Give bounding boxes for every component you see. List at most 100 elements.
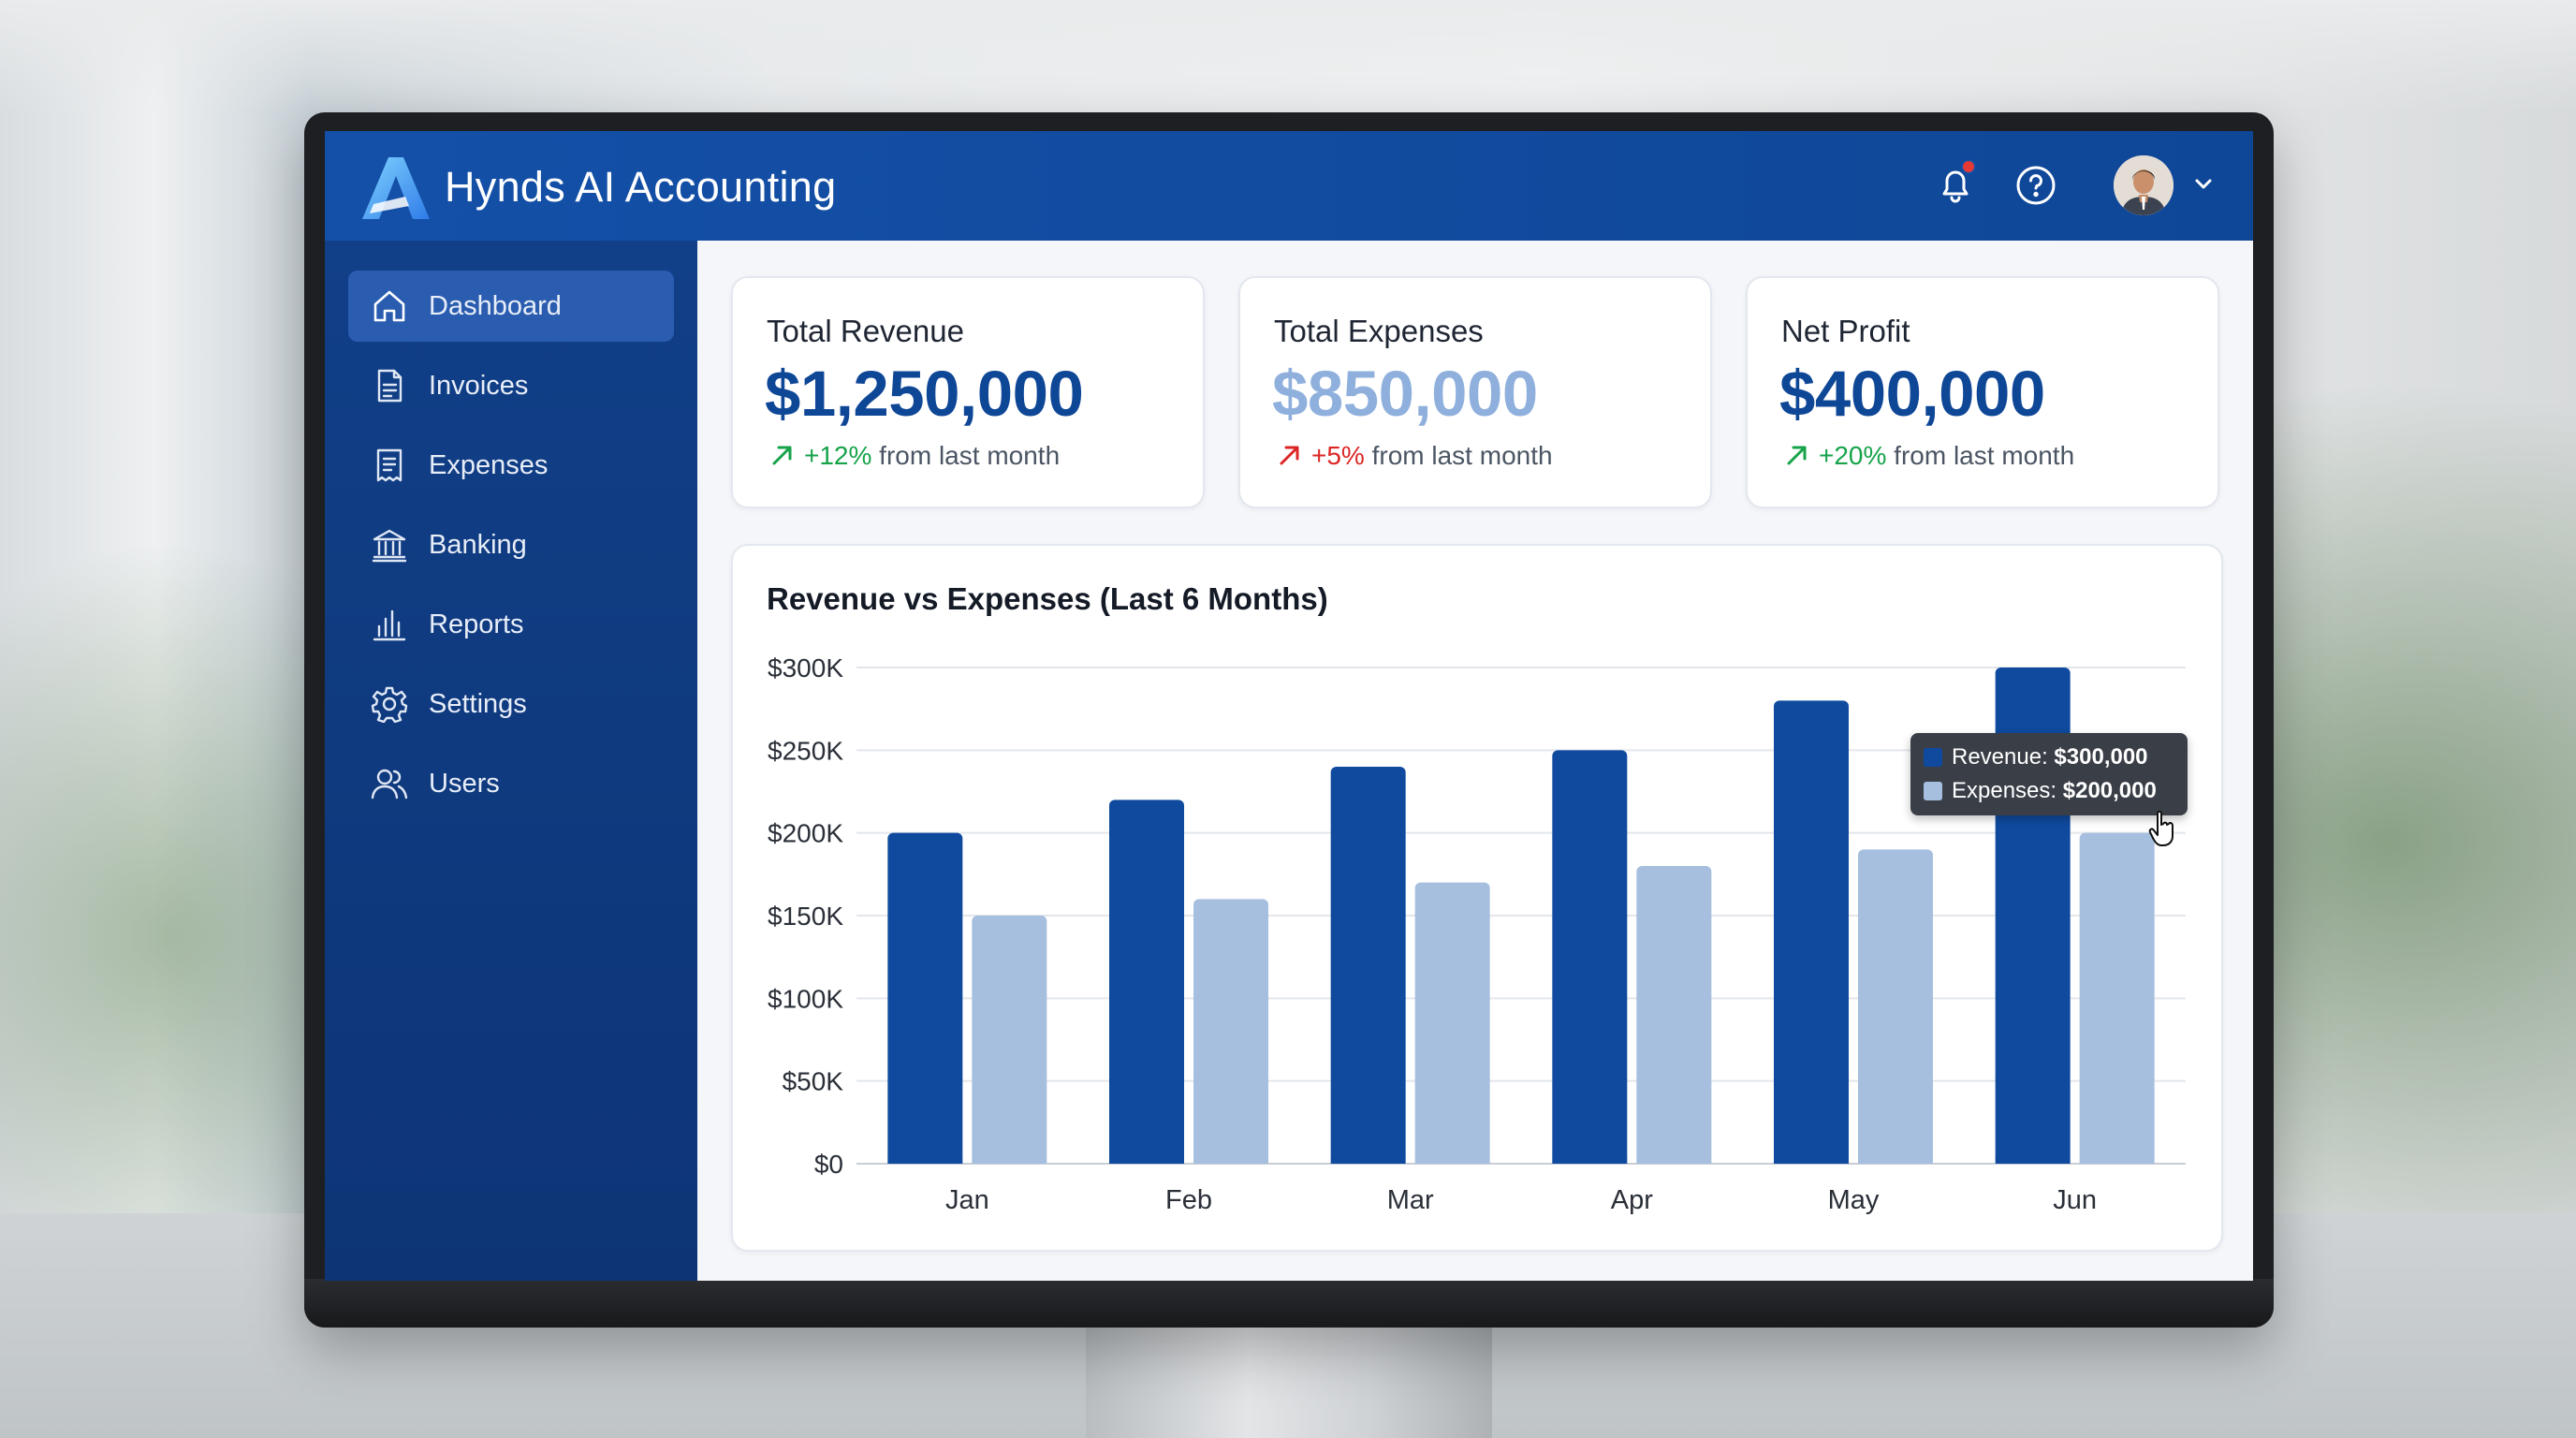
avatar[interactable] [2114, 155, 2174, 215]
bar-expenses-jun [2079, 832, 2155, 1164]
y-tick-label: $50K [783, 1067, 844, 1096]
bar-expenses-may [1858, 849, 1933, 1164]
trend-up-arrow-icon [772, 446, 792, 465]
top-bar: Hynds AI Accounting [325, 131, 2253, 241]
bar-expenses-apr [1636, 866, 1712, 1164]
x-tick-label: Mar [1387, 1185, 1434, 1215]
tooltip-row-revenue: Revenue: $300,000 [1924, 744, 2148, 772]
tooltip-swatch-expenses [1924, 782, 1942, 800]
trend-up-arrow-icon [1280, 446, 1299, 465]
chart-canvas: $0 $50K $100K $150K $200K $250K $300K Jan Feb Mar… [768, 653, 2186, 1215]
kpi-label: Net Profit [1781, 314, 1910, 348]
sidebar-item-label: Invoices [429, 371, 529, 401]
home-icon [373, 290, 405, 322]
bar-revenue-apr [1552, 750, 1628, 1164]
bar-expenses-mar [1414, 882, 1490, 1164]
bank-icon [372, 529, 407, 563]
bar-revenue-may [1774, 700, 1849, 1164]
bar-base [972, 1158, 1047, 1164]
tooltip-label: Revenue: [1952, 744, 2048, 770]
x-tick-label: May [1828, 1185, 1880, 1215]
sidebar-item-settings[interactable]: Settings [348, 668, 674, 740]
kpi-change: +20% [1819, 441, 1887, 470]
kpi-card-net-profit[interactable]: Net Profit $400,000 +20% from last month [1746, 276, 2219, 508]
kpi-change: +12% [804, 441, 872, 470]
bar-base [887, 1158, 963, 1164]
sidebar-item-label: Settings [429, 689, 527, 719]
x-tick-label: Apr [1611, 1185, 1653, 1215]
y-tick-label: $250K [768, 736, 843, 765]
sidebar-item-reports[interactable]: Reports [348, 589, 674, 660]
x-tick-label: Jun [2053, 1185, 2097, 1215]
chart-title: Revenue vs Expenses (Last 6 Months) [767, 581, 1328, 616]
tooltip-row-expenses: Expenses: $200,000 [1924, 778, 2157, 806]
sidebar-item-label: Expenses [429, 450, 549, 480]
bell-icon[interactable] [1933, 163, 1978, 208]
kpi-trend: +20% from last month [1783, 441, 2074, 471]
monitor-bezel-chin [304, 1279, 2274, 1328]
revenue-vs-expenses-chart: Revenue vs Expenses (Last 6 Months) $0 $5… [731, 544, 2223, 1252]
bar-revenue-feb [1109, 800, 1184, 1164]
sidebar-item-dashboard[interactable]: Dashboard [348, 271, 674, 342]
monitor: Hynds AI Accounting [304, 112, 2274, 1328]
tooltip-label: Expenses: [1952, 778, 2057, 803]
bar-revenue-jan [887, 832, 963, 1164]
kpi-trend: +5% from last month [1276, 441, 1553, 471]
app-title: Hynds AI Accounting [445, 163, 837, 211]
sidebar-item-invoices[interactable]: Invoices [348, 350, 674, 421]
sidebar-item-users[interactable]: Users [348, 748, 674, 819]
kpi-label: Total Revenue [767, 314, 964, 348]
bar-base [1552, 1158, 1628, 1164]
chevron-down-icon[interactable] [2191, 174, 2216, 193]
x-tick-label: Feb [1165, 1185, 1212, 1215]
users-icon [371, 769, 408, 800]
kpi-value: $400,000 [1779, 358, 2045, 430]
notification-badge [1961, 159, 1976, 174]
kpi-change-suffix: from last month [1886, 441, 2075, 470]
document-icon [377, 369, 402, 403]
y-tick-label: $150K [768, 902, 843, 931]
tooltip-value: $300,000 [2054, 744, 2148, 770]
gear-icon [371, 686, 408, 723]
kpi-change-suffix: from last month [1364, 441, 1553, 470]
chart-tooltip: Revenue: $300,000 Expenses: $200,000 [1910, 733, 2188, 815]
sidebar-item-label: Reports [429, 609, 524, 639]
x-tick-label: Jan [945, 1185, 989, 1215]
background-ceiling [0, 0, 2576, 112]
y-tick-label: $200K [768, 819, 843, 848]
bar-base [1995, 1158, 2071, 1164]
app-logo-icon[interactable] [360, 155, 432, 221]
bar-base [1858, 1158, 1933, 1164]
kpi-change: +5% [1311, 441, 1365, 470]
kpi-card-total-revenue[interactable]: Total Revenue $1,250,000 +12% from last … [731, 276, 1205, 508]
kpi-label: Total Expenses [1274, 314, 1484, 348]
bar-base [2079, 1158, 2155, 1164]
trend-up-arrow-icon [1787, 446, 1807, 465]
sidebar: Dashboard Invoices Expenses [325, 241, 697, 1281]
y-tick-label: $0 [814, 1150, 843, 1179]
bar-chart-icon [373, 609, 406, 641]
sidebar-item-expenses[interactable]: Expenses [348, 430, 674, 501]
y-tick-label: $300K [768, 653, 843, 682]
sidebar-item-banking[interactable]: Banking [348, 509, 674, 580]
bar-expenses-jan [972, 916, 1047, 1164]
bar-base [1774, 1158, 1849, 1164]
hand-cursor-icon [2148, 810, 2174, 846]
tooltip-swatch-revenue [1924, 748, 1942, 767]
kpi-change-suffix: from last month [871, 441, 1061, 470]
bar-base [1414, 1158, 1490, 1164]
screen: Hynds AI Accounting [325, 131, 2253, 1281]
y-tick-label: $100K [768, 984, 843, 1013]
tooltip-value: $200,000 [2062, 778, 2157, 803]
help-icon[interactable] [2013, 163, 2058, 208]
main-content: Total Revenue $1,250,000 +12% from last … [697, 241, 2253, 1281]
bar-expenses-feb [1193, 899, 1268, 1164]
sidebar-item-label: Dashboard [429, 291, 562, 321]
sidebar-item-label: Users [429, 769, 500, 799]
sidebar-item-label: Banking [429, 530, 527, 560]
bar-revenue-mar [1330, 767, 1406, 1164]
kpi-trend: +12% from last month [768, 441, 1060, 471]
kpi-value: $850,000 [1272, 358, 1538, 430]
bar-base [1109, 1158, 1184, 1164]
kpi-card-total-expenses[interactable]: Total Expenses $850,000 +5% from last mo… [1238, 276, 1712, 508]
